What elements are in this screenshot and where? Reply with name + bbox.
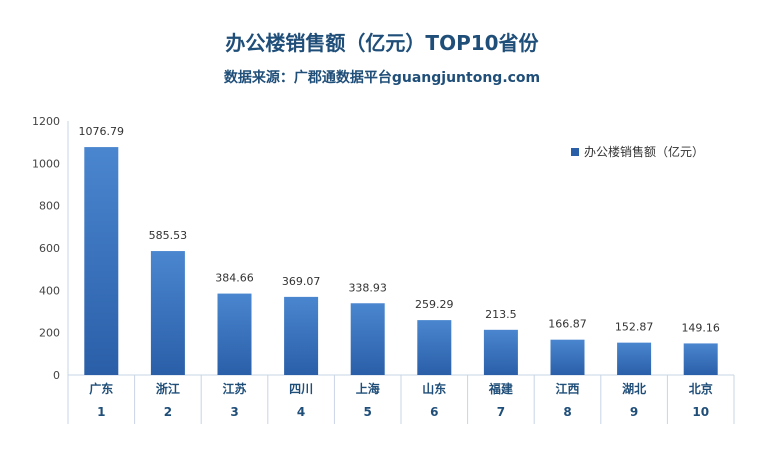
legend: 办公楼销售额（亿元） bbox=[571, 144, 704, 159]
axes-layer: 0 200 400 600 800 1000 1200 bbox=[32, 115, 735, 424]
rank-label: 2 bbox=[164, 405, 172, 419]
y-tick-label: 400 bbox=[39, 284, 60, 297]
data-label: 1076.79 bbox=[79, 125, 125, 138]
data-label: 384.66 bbox=[215, 272, 254, 285]
rank-label: 5 bbox=[364, 405, 372, 419]
bar-4 bbox=[284, 296, 319, 375]
category-label: 广东 bbox=[89, 381, 113, 396]
data-label: 369.07 bbox=[282, 275, 321, 288]
y-tick-label: 1000 bbox=[32, 157, 60, 170]
bar-7 bbox=[483, 329, 518, 375]
bar-8 bbox=[550, 339, 585, 375]
y-tick-label: 600 bbox=[39, 242, 60, 255]
labels-layer: 1076.79 广东 1 585.53 浙江 2 384.66 江苏 3 369.07 四川 4 338… bbox=[79, 125, 720, 419]
rank-label: 10 bbox=[692, 405, 709, 419]
bar-5 bbox=[350, 303, 385, 375]
category-label: 北京 bbox=[689, 381, 713, 396]
y-tick-label: 800 bbox=[39, 200, 60, 213]
chart-subtitle: 数据来源：广郡通数据平台guangjuntong.com bbox=[223, 70, 541, 86]
rank-label: 4 bbox=[297, 405, 305, 419]
category-label: 湖北 bbox=[622, 381, 646, 396]
category-label: 江苏 bbox=[222, 381, 246, 396]
category-label: 江西 bbox=[555, 381, 579, 396]
data-label: 338.93 bbox=[348, 281, 387, 294]
y-tick-label: 1200 bbox=[32, 115, 60, 128]
category-label: 浙江 bbox=[156, 381, 180, 396]
data-label: 259.29 bbox=[415, 298, 454, 311]
rank-label: 1 bbox=[97, 405, 105, 419]
legend-swatch bbox=[571, 148, 579, 156]
category-label: 四川 bbox=[289, 382, 313, 396]
rank-label: 7 bbox=[497, 405, 505, 419]
data-label: 152.87 bbox=[615, 321, 654, 334]
bar-9 bbox=[617, 342, 652, 375]
category-label: 山东 bbox=[422, 381, 446, 396]
bars-layer bbox=[84, 147, 718, 375]
y-tick-label: 200 bbox=[39, 327, 60, 340]
bar-10 bbox=[683, 343, 718, 375]
legend-label: 办公楼销售额（亿元） bbox=[584, 144, 704, 159]
data-label: 149.16 bbox=[681, 321, 720, 334]
data-label: 585.53 bbox=[149, 229, 188, 242]
rank-label: 9 bbox=[630, 405, 638, 419]
category-label: 福建 bbox=[488, 381, 514, 396]
data-label: 213.5 bbox=[485, 308, 517, 321]
rank-label: 6 bbox=[430, 405, 438, 419]
category-label: 上海 bbox=[356, 381, 380, 396]
bar-2 bbox=[150, 251, 185, 375]
bar-1 bbox=[84, 147, 119, 375]
rank-label: 3 bbox=[230, 405, 238, 419]
rank-label: 8 bbox=[563, 405, 571, 419]
y-tick-label: 0 bbox=[53, 369, 60, 382]
data-label: 166.87 bbox=[548, 318, 587, 331]
chart-title: 办公楼销售额（亿元）TOP10省份 bbox=[225, 31, 539, 55]
bar-3 bbox=[217, 293, 252, 375]
bar-6 bbox=[417, 320, 452, 375]
